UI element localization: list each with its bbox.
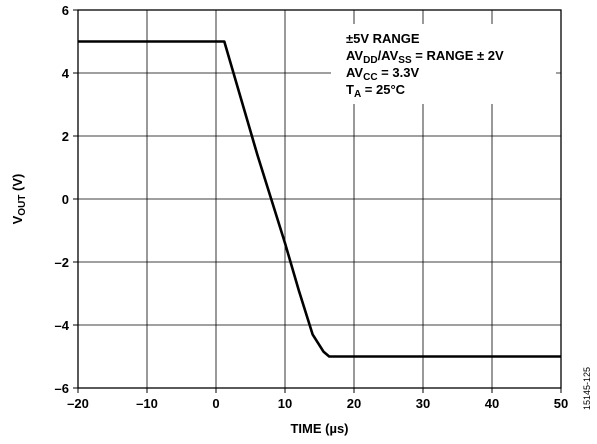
series-line-0 xyxy=(78,40,561,358)
y-tick-label: 6 xyxy=(62,3,69,18)
x-axis-title: TIME (µs) xyxy=(290,421,348,436)
x-tick-label: 30 xyxy=(416,396,430,411)
annotation-segment: DD xyxy=(363,55,377,66)
x-ticks: –20 –10 0 10 20 30 40 50 xyxy=(67,388,568,411)
annotation-segment: AV xyxy=(346,48,363,63)
annotation-segment: /AV xyxy=(378,48,399,63)
x-tick-label: 0 xyxy=(212,396,219,411)
x-tick-label: 40 xyxy=(485,396,499,411)
annotation-segment: = RANGE ± 2V xyxy=(412,48,504,63)
y-tick-label: –6 xyxy=(55,381,69,396)
x-tick-label: –20 xyxy=(67,396,89,411)
annotation-line: AVCC = 3.3V xyxy=(346,65,419,83)
y-axis-title-sub: OUT xyxy=(17,195,28,216)
annotation-line: ±5V RANGE xyxy=(346,31,420,46)
y-tick-label: 4 xyxy=(62,66,70,81)
y-tick-label: –4 xyxy=(55,318,70,333)
annotation-background xyxy=(331,24,556,104)
y-axis-title-unit: (V) xyxy=(10,174,25,195)
y-tick-label: 0 xyxy=(62,192,69,207)
annotation-line: AVDD/AVSS = RANGE ± 2V xyxy=(346,48,504,66)
annotation-segment: AV xyxy=(346,65,363,80)
series-group xyxy=(78,40,561,358)
annotation-segment: = 25°C xyxy=(361,82,405,97)
x-tick-label: 10 xyxy=(278,396,292,411)
figure-id: 15145-125 xyxy=(582,367,592,410)
x-tick-label: 20 xyxy=(347,396,361,411)
annotation-segment: T xyxy=(346,82,354,97)
annotation-segment: SS xyxy=(398,55,412,66)
x-tick-label: –10 xyxy=(136,396,158,411)
y-axis-title-main: V xyxy=(10,215,25,224)
y-tick-label: –2 xyxy=(55,255,69,270)
y-axis-title: VOUT (V) xyxy=(10,174,28,225)
y-tick-label: 2 xyxy=(62,129,69,144)
y-ticks: 6 4 2 0 –2 –4 –6 xyxy=(55,3,78,396)
annotation-segment: CC xyxy=(363,72,377,83)
annotation-segment: ±5V RANGE xyxy=(346,31,420,46)
annotation-segment: = 3.3V xyxy=(378,65,420,80)
annotation-line: TA = 25°C xyxy=(346,82,406,100)
annotation-segment: A xyxy=(354,89,361,100)
x-tick-label: 50 xyxy=(554,396,568,411)
